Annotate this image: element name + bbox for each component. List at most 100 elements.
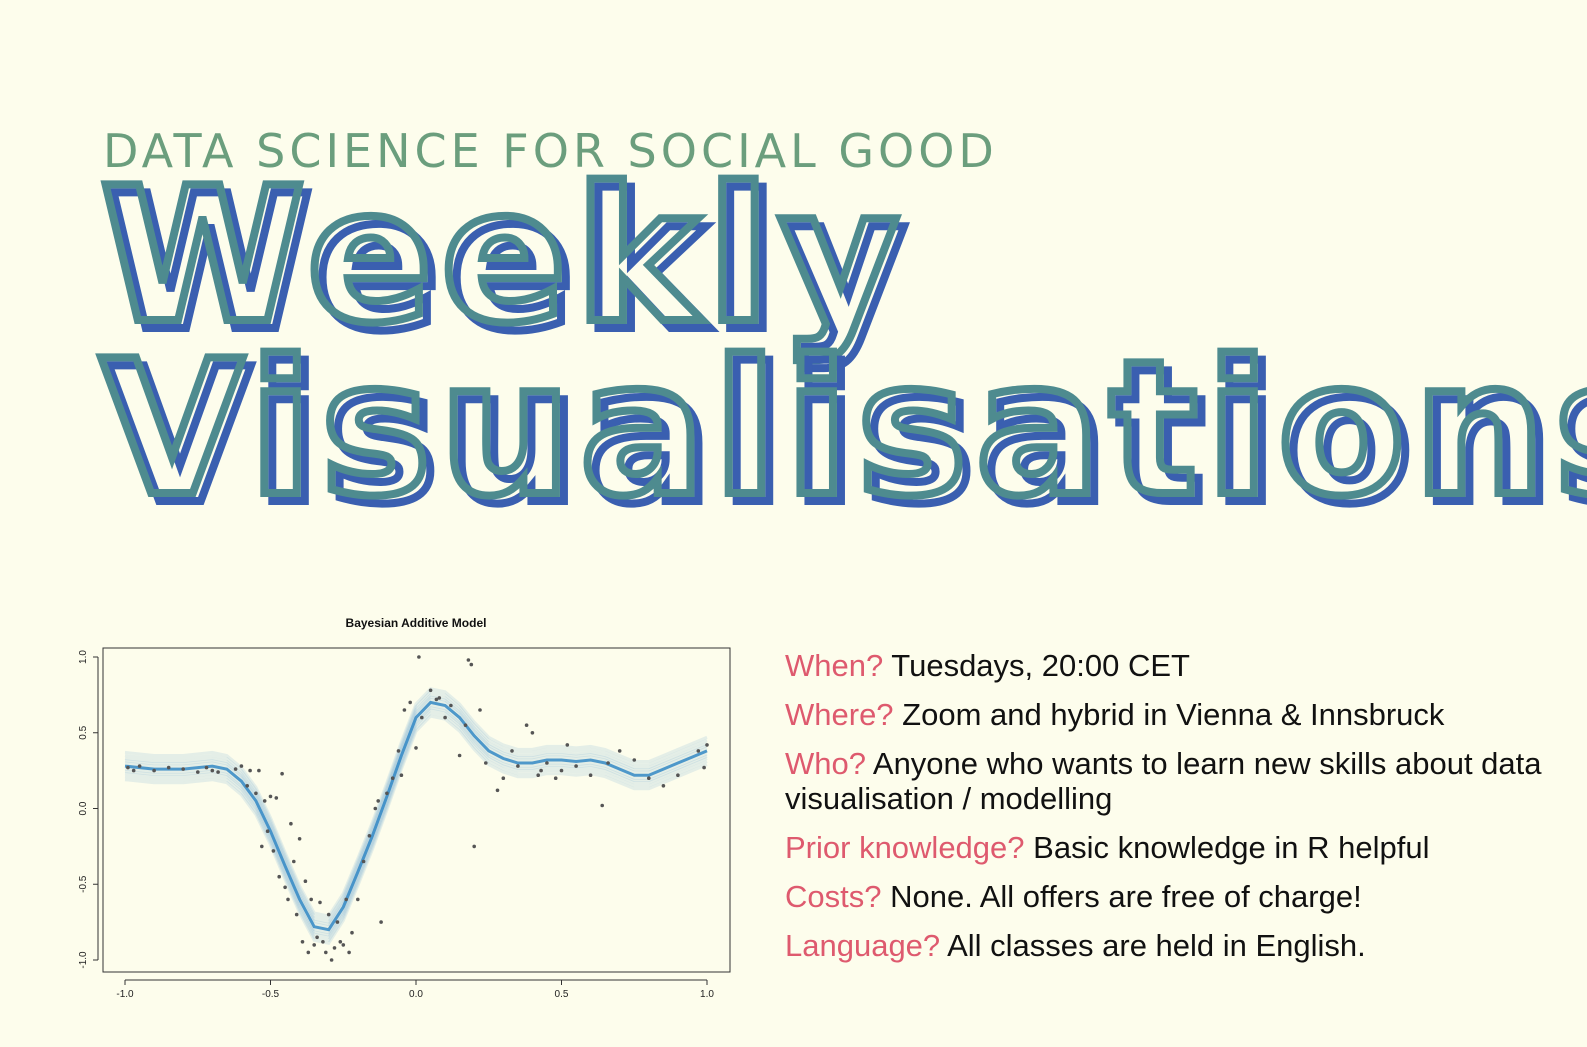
info-where-question: Where? xyxy=(785,697,894,732)
info-who-question: Who? xyxy=(785,746,866,781)
data-point xyxy=(312,943,316,947)
data-point xyxy=(516,764,520,768)
info-costs: Costs? None. All offers are free of char… xyxy=(785,879,1545,914)
data-point xyxy=(356,897,360,902)
data-point xyxy=(478,708,482,712)
data-point xyxy=(600,803,604,808)
info-when-answer: Tuesdays, 20:00 CET xyxy=(891,648,1190,683)
data-point xyxy=(326,912,331,917)
data-point xyxy=(245,784,249,788)
data-point xyxy=(335,920,340,924)
data-point xyxy=(385,791,389,796)
data-point xyxy=(271,849,276,853)
data-point xyxy=(181,767,185,771)
data-point xyxy=(196,770,200,774)
data-point xyxy=(390,776,395,780)
data-point xyxy=(466,658,471,662)
data-point xyxy=(350,930,354,935)
info-costs-answer: None. All offers are free of charge! xyxy=(890,879,1362,914)
x-tick-label: -1.0 xyxy=(116,989,134,1000)
data-point xyxy=(536,773,540,777)
data-point xyxy=(676,773,680,777)
data-point xyxy=(434,697,439,702)
posterior-draw xyxy=(124,703,708,935)
data-point xyxy=(376,799,381,803)
title-line-2: Visualisations Visualisations xyxy=(96,316,1587,549)
data-point xyxy=(396,749,401,753)
data-point xyxy=(417,655,421,659)
data-point xyxy=(332,946,337,950)
data-point xyxy=(449,703,453,708)
data-point xyxy=(632,758,637,762)
data-point xyxy=(414,746,418,750)
data-point xyxy=(152,768,156,773)
data-point xyxy=(361,859,366,864)
y-tick-label: 1.0 xyxy=(78,650,89,664)
data-point xyxy=(574,764,578,768)
data-point xyxy=(472,844,477,849)
posterior-draw xyxy=(124,711,708,942)
y-tick-label: 0.0 xyxy=(78,801,89,815)
data-point xyxy=(248,768,252,773)
data-point xyxy=(437,696,442,700)
title-line-2-outline: Visualisations xyxy=(100,320,1587,537)
data-point xyxy=(309,897,313,902)
posterior-draw xyxy=(124,714,708,945)
data-point xyxy=(329,958,334,962)
y-tick-label: 0.5 xyxy=(78,725,89,739)
info-language: Language? All classes are held in Englis… xyxy=(785,928,1545,963)
x-tick-label: 0.5 xyxy=(555,989,569,1000)
data-point xyxy=(324,950,328,955)
data-point xyxy=(292,859,296,864)
data-point xyxy=(344,897,349,902)
info-language-answer: All classes are held in English. xyxy=(947,928,1366,963)
data-point xyxy=(588,773,593,777)
x-tick-label: -0.5 xyxy=(262,989,280,1000)
bayesian-additive-model-chart: Bayesian Additive Model -1.0 -0.5 0.0 0.5 1.… xyxy=(78,616,731,1000)
data-point xyxy=(484,761,488,765)
posterior-draw xyxy=(124,693,708,924)
data-point xyxy=(420,715,424,720)
data-point xyxy=(289,821,293,826)
data-point xyxy=(545,761,549,765)
data-point xyxy=(137,764,142,768)
data-point xyxy=(559,768,564,773)
data-point xyxy=(539,768,543,773)
info-language-question: Language? xyxy=(785,928,941,963)
data-point xyxy=(373,806,378,811)
data-point xyxy=(166,765,171,770)
data-point xyxy=(367,834,372,838)
info-where-answer: Zoom and hybrid in Vienna & Innsbruck xyxy=(902,697,1445,732)
data-point xyxy=(318,900,322,905)
data-point xyxy=(297,837,302,841)
data-point xyxy=(530,731,535,735)
data-point xyxy=(300,940,305,944)
posterior-ribbon xyxy=(124,687,708,945)
data-point xyxy=(294,912,299,917)
data-point xyxy=(233,767,238,771)
data-point xyxy=(265,829,270,833)
chart-title: Bayesian Additive Model xyxy=(346,616,487,630)
title-line-1: Weekly Weekly xyxy=(96,143,912,376)
data-point xyxy=(606,761,610,765)
data-point xyxy=(286,897,290,902)
x-tick-label: 0.0 xyxy=(409,989,423,1000)
data-point xyxy=(495,788,500,793)
data-point xyxy=(524,723,529,727)
data-point xyxy=(341,943,346,947)
data-point xyxy=(565,743,570,747)
data-point xyxy=(216,770,220,774)
data-point xyxy=(647,776,651,780)
data-point xyxy=(239,764,244,768)
data-point xyxy=(274,796,279,800)
data-point xyxy=(399,773,404,777)
plot-frame xyxy=(102,647,731,973)
data-point xyxy=(696,749,701,753)
info-who: Who? Anyone who wants to learn new skill… xyxy=(785,746,1545,816)
event-info-list: When? Tuesdays, 20:00 CET Where? Zoom an… xyxy=(785,648,1545,977)
data-point xyxy=(661,784,666,788)
data-point xyxy=(254,791,258,796)
observed-points xyxy=(126,655,709,962)
info-costs-question: Costs? xyxy=(785,879,882,914)
data-point xyxy=(457,753,462,758)
